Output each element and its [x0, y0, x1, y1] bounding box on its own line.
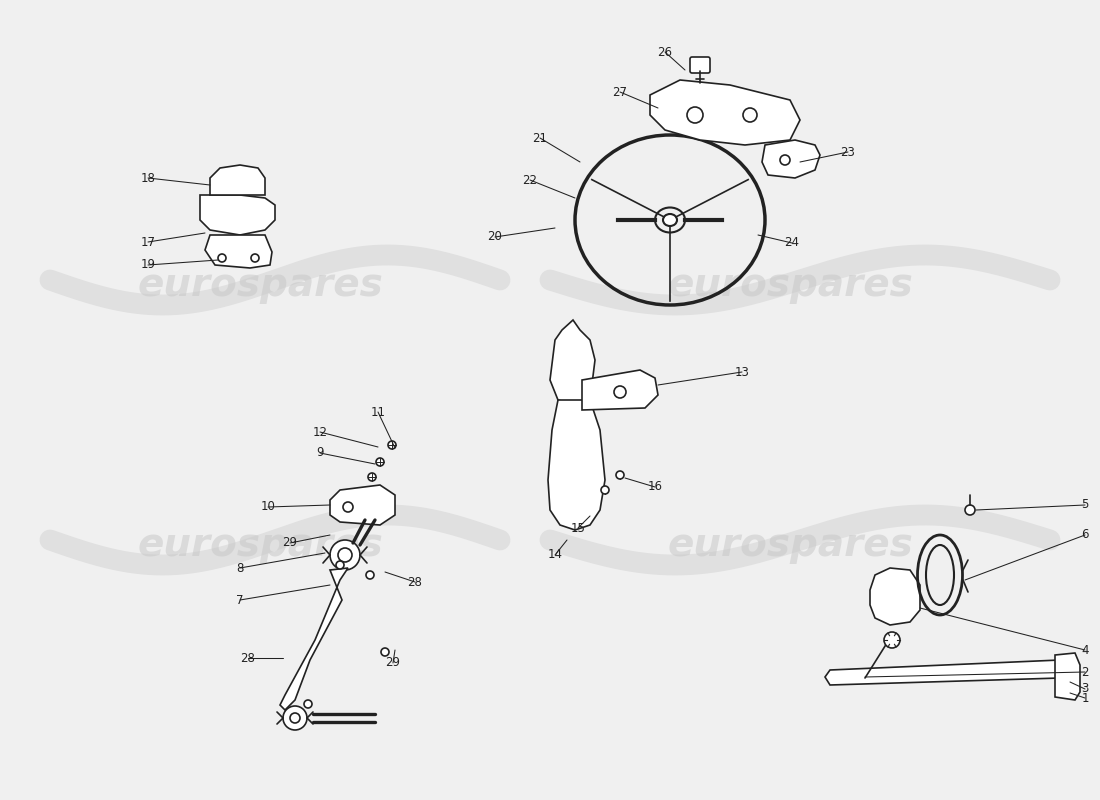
- Text: 20: 20: [487, 230, 503, 243]
- Text: 15: 15: [571, 522, 585, 534]
- Circle shape: [884, 632, 900, 648]
- Polygon shape: [650, 80, 800, 145]
- Text: eurospares: eurospares: [667, 266, 913, 304]
- Text: 21: 21: [532, 131, 548, 145]
- Polygon shape: [210, 165, 265, 195]
- Text: 14: 14: [548, 549, 562, 562]
- Circle shape: [304, 700, 312, 708]
- Text: 10: 10: [261, 501, 275, 514]
- Text: 29: 29: [385, 657, 400, 670]
- Text: 6: 6: [1081, 529, 1089, 542]
- Text: 2: 2: [1081, 666, 1089, 678]
- Polygon shape: [825, 660, 1065, 685]
- Polygon shape: [280, 568, 348, 710]
- Text: 19: 19: [141, 258, 155, 271]
- Circle shape: [388, 441, 396, 449]
- Text: 28: 28: [241, 651, 255, 665]
- Ellipse shape: [931, 550, 949, 594]
- Text: 11: 11: [371, 406, 385, 418]
- Text: 28: 28: [408, 575, 422, 589]
- Text: 29: 29: [283, 537, 297, 550]
- Ellipse shape: [663, 214, 676, 226]
- Polygon shape: [205, 235, 272, 268]
- Polygon shape: [582, 370, 658, 410]
- Text: eurospares: eurospares: [138, 266, 383, 304]
- Circle shape: [330, 540, 360, 570]
- Polygon shape: [550, 320, 595, 405]
- Text: 27: 27: [613, 86, 627, 98]
- Text: 1: 1: [1081, 691, 1089, 705]
- Text: 17: 17: [141, 235, 155, 249]
- Text: 13: 13: [735, 366, 749, 378]
- Text: 26: 26: [658, 46, 672, 58]
- Text: eurospares: eurospares: [667, 526, 913, 564]
- Circle shape: [290, 713, 300, 723]
- Circle shape: [218, 254, 226, 262]
- Circle shape: [965, 505, 975, 515]
- Text: 22: 22: [522, 174, 538, 186]
- Circle shape: [780, 155, 790, 165]
- Text: 24: 24: [784, 237, 800, 250]
- FancyBboxPatch shape: [690, 57, 710, 73]
- Text: eurospares: eurospares: [138, 526, 383, 564]
- Circle shape: [336, 561, 344, 569]
- Text: 8: 8: [236, 562, 244, 574]
- Circle shape: [283, 706, 307, 730]
- Polygon shape: [762, 140, 820, 178]
- Circle shape: [343, 502, 353, 512]
- Text: 5: 5: [1081, 498, 1089, 511]
- Circle shape: [381, 648, 389, 656]
- Circle shape: [366, 571, 374, 579]
- Polygon shape: [548, 400, 605, 530]
- Polygon shape: [870, 568, 920, 625]
- Circle shape: [614, 386, 626, 398]
- Circle shape: [251, 254, 258, 262]
- Text: 3: 3: [1081, 682, 1089, 695]
- Text: 7: 7: [236, 594, 244, 606]
- Circle shape: [688, 107, 703, 123]
- Circle shape: [601, 486, 609, 494]
- Polygon shape: [330, 485, 395, 525]
- Circle shape: [368, 473, 376, 481]
- Text: 4: 4: [1081, 643, 1089, 657]
- Text: 16: 16: [648, 481, 662, 494]
- Text: 23: 23: [840, 146, 856, 158]
- Polygon shape: [1055, 653, 1080, 700]
- Text: 18: 18: [141, 171, 155, 185]
- Circle shape: [338, 548, 352, 562]
- Text: 12: 12: [312, 426, 328, 438]
- Text: 9: 9: [317, 446, 323, 459]
- Polygon shape: [200, 195, 275, 235]
- Circle shape: [742, 108, 757, 122]
- Circle shape: [616, 471, 624, 479]
- Circle shape: [376, 458, 384, 466]
